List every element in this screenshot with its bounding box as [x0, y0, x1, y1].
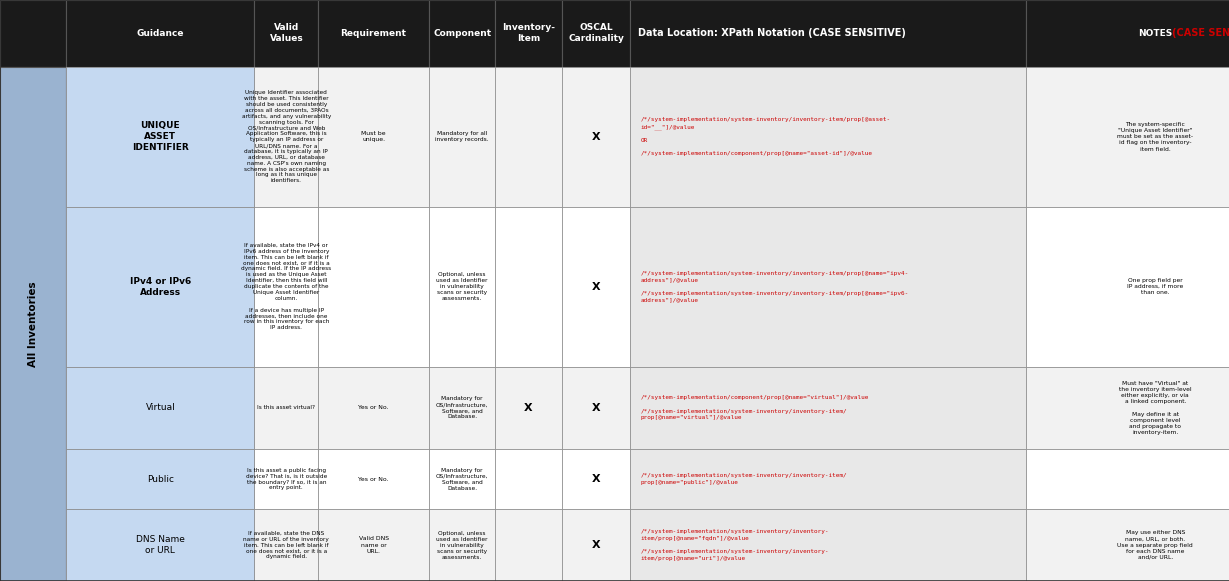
Text: OSCAL
Cardinality: OSCAL Cardinality: [568, 23, 624, 44]
Text: Data Location: XPath Notation (CASE SENSITIVE): Data Location: XPath Notation (CASE SENS…: [639, 28, 906, 38]
Bar: [254, 449, 318, 509]
Bar: [1026, 509, 1229, 581]
Bar: [630, 0, 1026, 67]
Text: If available, state the IPv4 or
IPv6 address of the inventory
item. This can be : If available, state the IPv4 or IPv6 add…: [241, 243, 332, 330]
Bar: [1026, 0, 1229, 67]
Text: Optional, unless
used as Identifier
in vulnerability
scans or security
assessmen: Optional, unless used as Identifier in v…: [436, 272, 488, 301]
Text: UNIQUE
ASSET
IDENTIFIER: UNIQUE ASSET IDENTIFIER: [132, 121, 189, 152]
Text: /*/system-implementation/system-inventory/inventory-item/
prop[@name="public"]/@: /*/system-implementation/system-inventor…: [640, 474, 847, 485]
Text: May use either DNS
name, URL, or both.
Use a separate prop field
for each DNS na: May use either DNS name, URL, or both. U…: [1117, 530, 1193, 560]
Text: DNS Name
or URL: DNS Name or URL: [136, 535, 184, 555]
Text: /*/system-implementation/system-inventory/inventory-
item/prop[@name="fqdn"]/@va: /*/system-implementation/system-inventor…: [640, 529, 830, 561]
Text: Component: Component: [433, 29, 492, 38]
Bar: [562, 509, 630, 581]
Text: Must have "Virtual" at
the inventory item-level
either explicitly, or via
a link: Must have "Virtual" at the inventory ite…: [1118, 381, 1192, 435]
Bar: [318, 0, 429, 67]
Bar: [66, 207, 254, 367]
Text: One prop field per
IP address, if more
than one.: One prop field per IP address, if more t…: [1127, 278, 1184, 295]
Bar: [630, 509, 1026, 581]
Bar: [630, 67, 1026, 207]
Bar: [562, 67, 630, 207]
Bar: [66, 449, 254, 509]
Bar: [66, 509, 254, 581]
Bar: [254, 367, 318, 449]
Bar: [495, 367, 562, 449]
Text: Mandatory for
OS/Infrastructure,
Software, and
Database.: Mandatory for OS/Infrastructure, Softwar…: [436, 468, 488, 490]
Bar: [1026, 449, 1229, 509]
Bar: [66, 67, 254, 207]
Bar: [254, 0, 318, 67]
Text: X: X: [524, 403, 533, 413]
Bar: [429, 67, 495, 207]
Text: All Inventories: All Inventories: [28, 281, 38, 367]
Bar: [1026, 367, 1229, 449]
Bar: [495, 449, 562, 509]
Text: Optional, unless
used as Identifier
in vulnerability
scans or security
assessmen: Optional, unless used as Identifier in v…: [436, 530, 488, 560]
Bar: [318, 449, 429, 509]
Bar: [429, 509, 495, 581]
Bar: [66, 367, 254, 449]
Text: Public: Public: [147, 475, 173, 483]
Bar: [254, 509, 318, 581]
Text: Mandatory for all
inventory records.: Mandatory for all inventory records.: [435, 131, 489, 142]
Text: X: X: [591, 132, 601, 142]
Text: X: X: [591, 474, 601, 484]
Text: Valid
Values: Valid Values: [269, 23, 304, 44]
Bar: [66, 0, 254, 67]
Bar: [429, 367, 495, 449]
Bar: [318, 67, 429, 207]
Text: NOTES: NOTES: [1138, 29, 1172, 38]
Bar: [66, 367, 254, 449]
Bar: [495, 509, 562, 581]
Bar: [318, 509, 429, 581]
Bar: [429, 207, 495, 367]
Text: Unique Identifier associated
with the asset. This Identifier
should be used cons: Unique Identifier associated with the as…: [242, 90, 331, 184]
Bar: [630, 449, 1026, 509]
Text: Mandatory for
OS/Infrastructure,
Software, and
Database.: Mandatory for OS/Infrastructure, Softwar…: [436, 396, 488, 419]
Text: Valid DNS
name or
URL.: Valid DNS name or URL.: [359, 536, 388, 554]
Text: Inventory-
Item: Inventory- Item: [501, 23, 556, 44]
Text: Requirement: Requirement: [340, 29, 407, 38]
Bar: [1026, 67, 1229, 207]
Text: If available, state the DNS
name or URL of the inventory
item. This can be left : If available, state the DNS name or URL …: [243, 531, 329, 560]
Bar: [630, 207, 1026, 367]
Bar: [429, 0, 495, 67]
Text: Yes or No.: Yes or No.: [359, 406, 388, 410]
Bar: [495, 0, 562, 67]
Text: Is this asset virtual?: Is this asset virtual?: [257, 406, 316, 410]
Text: /*/system-implementation/component/prop[@name="virtual"]/@value

/*/system-imple: /*/system-implementation/component/prop[…: [640, 396, 869, 420]
Bar: [318, 207, 429, 367]
Bar: [562, 0, 630, 67]
Bar: [318, 367, 429, 449]
Bar: [66, 509, 254, 581]
Text: Yes or No.: Yes or No.: [359, 476, 388, 482]
Bar: [0, 0, 66, 67]
Text: IPv4 or IPv6
Address: IPv4 or IPv6 Address: [130, 277, 190, 297]
Text: The system-specific
"Unique Asset Identifier"
must be set as the asset-
id flag : The system-specific "Unique Asset Identi…: [1117, 122, 1193, 152]
Bar: [630, 367, 1026, 449]
Text: /*/system-implementation/system-inventory/inventory-item/prop[@name="ipv4-
addre: /*/system-implementation/system-inventor…: [640, 271, 908, 302]
Text: Is this asset a public facing
device? That is, is it outside
the boundary? If so: Is this asset a public facing device? Th…: [246, 468, 327, 490]
Text: (CASE SENSITIVE): (CASE SENSITIVE): [1172, 28, 1229, 38]
Text: /*/system-implementation/system-inventory/inventory-item/prop[@asset-
id="__"]/@: /*/system-implementation/system-inventor…: [640, 117, 891, 156]
Bar: [495, 207, 562, 367]
Bar: [1026, 207, 1229, 367]
Text: X: X: [591, 540, 601, 550]
Bar: [66, 67, 254, 207]
Bar: [429, 449, 495, 509]
Bar: [0, 67, 66, 581]
Bar: [562, 367, 630, 449]
Bar: [66, 449, 254, 509]
Text: Virtual: Virtual: [145, 403, 176, 413]
Bar: [254, 67, 318, 207]
Text: X: X: [591, 403, 601, 413]
Bar: [562, 449, 630, 509]
Bar: [66, 207, 254, 367]
Bar: [562, 207, 630, 367]
Bar: [254, 207, 318, 367]
Text: Guidance: Guidance: [136, 29, 184, 38]
Text: X: X: [591, 282, 601, 292]
Bar: [495, 67, 562, 207]
Text: Must be
unique.: Must be unique.: [361, 131, 386, 142]
